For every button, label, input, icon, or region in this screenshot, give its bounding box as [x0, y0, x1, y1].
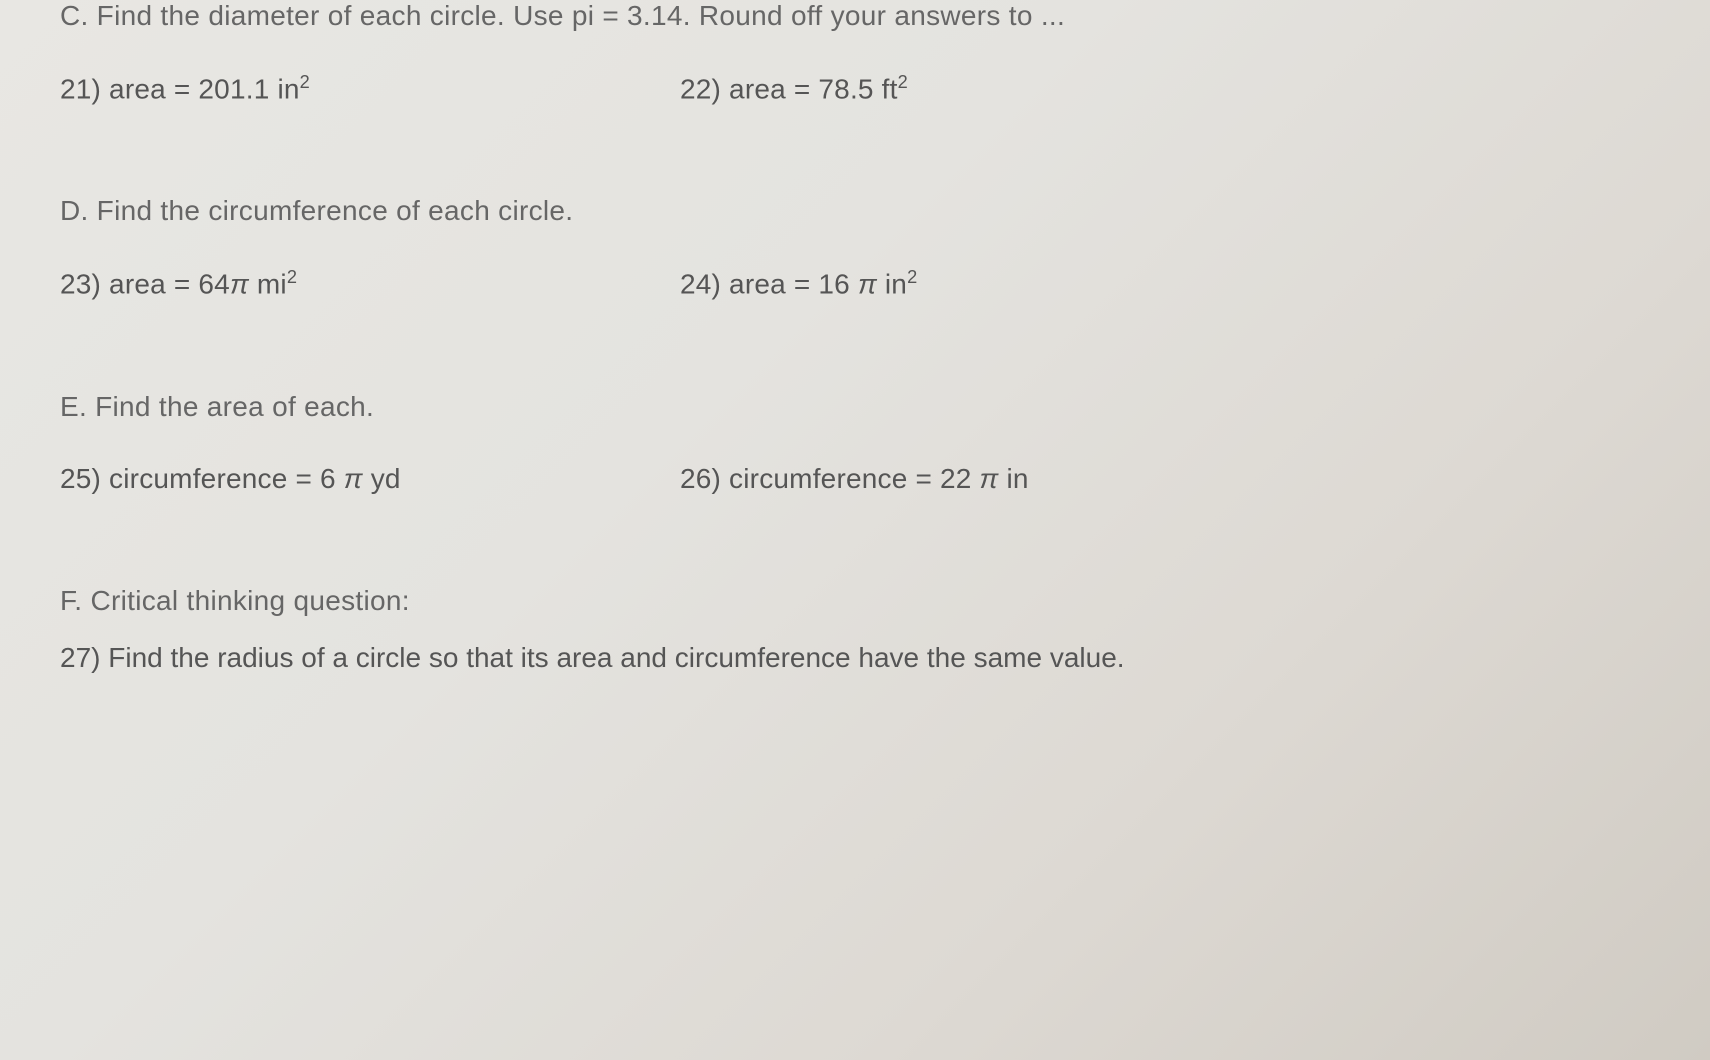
section-c-row: 21) area = 201.1 in2 22) area = 78.5 ft2 — [60, 72, 1650, 105]
problem-24-exp: 2 — [907, 267, 917, 287]
problem-25-prefix: 25) circumference = 6 — [60, 463, 344, 494]
section-c-header: C. Find the diameter of each circle. Use… — [60, 0, 1650, 32]
problem-25-suffix: yd — [363, 463, 401, 494]
problem-23-exp: 2 — [287, 267, 297, 287]
problem-25-pi: π — [344, 463, 363, 494]
problem-25: 25) circumference = 6 π yd — [60, 463, 680, 495]
problem-23-prefix: 23) area = 64 — [60, 269, 230, 300]
section-e-row: 25) circumference = 6 π yd 26) circumfer… — [60, 463, 1650, 495]
problem-23-suffix: mi — [249, 269, 287, 300]
problem-24-pi: π — [858, 269, 877, 300]
problem-26-prefix: 26) circumference = 22 — [680, 463, 980, 494]
worksheet-page: C. Find the diameter of each circle. Use… — [0, 0, 1710, 674]
problem-23: 23) area = 64π mi2 — [60, 267, 680, 300]
problem-21: 21) area = 201.1 in2 — [60, 72, 680, 105]
problem-26-pi: π — [980, 463, 999, 494]
problem-26-suffix: in — [999, 463, 1029, 494]
problem-22-text: 22) area = 78.5 ft — [680, 73, 898, 104]
problem-24: 24) area = 16 π in2 — [680, 267, 1650, 300]
section-e-header: E. Find the area of each. — [60, 391, 1650, 423]
problem-21-exp: 2 — [300, 72, 310, 92]
problem-22: 22) area = 78.5 ft2 — [680, 72, 1650, 105]
problem-21-text: 21) area = 201.1 in — [60, 73, 300, 104]
problem-24-prefix: 24) area = 16 — [680, 269, 858, 300]
section-f-header: F. Critical thinking question: — [60, 585, 1650, 617]
problem-23-pi: π — [230, 269, 249, 300]
problem-22-exp: 2 — [898, 72, 908, 92]
section-d-header: D. Find the circumference of each circle… — [60, 195, 1650, 227]
section-d-row: 23) area = 64π mi2 24) area = 16 π in2 — [60, 267, 1650, 300]
problem-24-suffix: in — [877, 269, 907, 300]
problem-27: 27) Find the radius of a circle so that … — [60, 642, 1650, 674]
problem-26: 26) circumference = 22 π in — [680, 463, 1650, 495]
